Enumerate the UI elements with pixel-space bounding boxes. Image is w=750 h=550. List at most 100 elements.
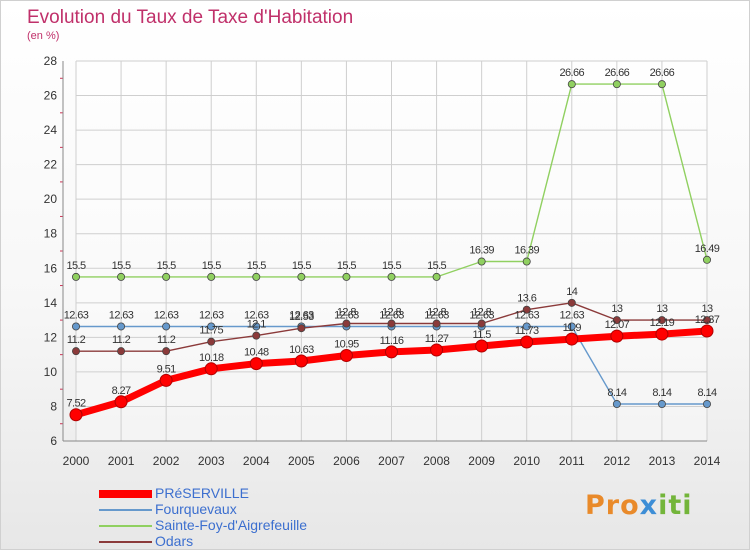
data-point [610,329,624,343]
y-tick-label: 26 [44,89,58,103]
data-label: 8.27 [112,385,131,397]
y-tick-label: 6 [50,434,57,448]
data-label: 7.52 [66,398,85,410]
y-tick-label: 8 [50,399,57,413]
data-label: 15.5 [292,260,311,272]
legend-label: Sainte-Foy-d'Aigrefeuille [155,517,308,533]
data-label: 12.8 [337,307,356,319]
chart-subtitle: (en %) [27,30,60,42]
data-label: 15.5 [247,260,266,272]
data-label: 11.2 [112,334,131,346]
data-point [612,316,621,325]
data-label: 12.8 [382,307,401,319]
data-point [703,316,712,325]
data-label: 13 [701,303,713,315]
legend-swatch [99,490,152,498]
data-point [612,400,621,409]
y-tick-label: 20 [44,192,58,206]
data-label: 12.37 [695,314,720,326]
data-point [385,345,398,359]
data-label: 15.5 [66,260,85,272]
x-tick-label: 2009 [468,454,495,468]
data-label: 12.63 [560,309,585,321]
data-point [565,332,579,346]
data-label: 15.5 [112,260,131,272]
data-point [522,322,531,331]
data-point [657,400,666,409]
data-labels: 15.5 15.5 15.5 15.5 15.5 15.5 15.5 15.5 15.5 16.3… [64,67,721,410]
data-label: 8.14 [652,387,671,399]
data-point [207,322,216,331]
series [69,80,714,422]
data-label: 11.2 [67,334,86,346]
data-point [162,322,171,331]
data-point [657,316,666,325]
data-point [342,272,351,281]
x-tick-label: 2003 [198,454,225,468]
y-tick-label: 28 [44,54,58,68]
x-tick-label: 2006 [333,454,360,468]
y-tick-label: 10 [44,365,58,379]
x-tick-label: 2008 [423,454,450,468]
data-label: 10.18 [199,352,224,364]
data-label: 11.27 [425,333,449,345]
data-label: 13 [611,303,623,315]
data-label: 15.5 [427,260,446,272]
legend-label: Odars [155,533,194,549]
data-label: 11.5 [473,329,492,341]
data-point [387,319,396,328]
data-point [430,343,444,357]
data-point [567,80,576,89]
data-point [342,319,351,328]
data-point [703,400,712,409]
chart-title: Evolution du Taux de Taxe d'Habitation [27,7,354,28]
data-point [475,339,489,353]
data-point [207,272,216,281]
data-label: 10.95 [334,339,359,351]
data-point [252,331,261,340]
data-label: 12.63 [334,309,359,321]
data-point [249,357,263,371]
data-label: 11.2 [157,334,176,346]
data-label: 12.53 [289,311,314,323]
data-point [117,322,126,331]
x-tick-label: 2012 [604,454,631,468]
data-label: 11.9 [563,322,582,334]
data-label: 11.75 [199,325,223,337]
legend-swatch [99,541,152,543]
logo-part-3: iti [658,490,693,521]
data-label: 13 [656,303,668,315]
data-label: 12.8 [472,307,491,319]
data-point [657,80,666,89]
data-point [252,322,261,331]
data-point [567,322,576,331]
data-point [612,80,621,89]
data-label: 15.5 [157,260,176,272]
legend-label: Fourquevaux [155,501,237,517]
logo-part-2: x [639,490,659,521]
data-label: 15.5 [202,260,221,272]
data-label: 12.63 [514,309,539,321]
x-tick-label: 2013 [649,454,676,468]
y-tick-label: 18 [44,227,58,241]
data-label: 12.63 [469,309,494,321]
data-point [72,347,81,356]
data-point [297,272,306,281]
data-point [700,324,714,338]
data-point [162,347,171,356]
x-tick-label: 2000 [63,454,90,468]
data-label: 13.6 [517,293,536,305]
x-tick-label: 2011 [559,454,585,468]
data-label: 8.14 [607,387,626,399]
legend-label: PRéSERVILLE [155,485,249,501]
data-point [159,373,173,387]
data-point [162,272,171,281]
data-label: 12.07 [605,319,630,331]
legend-swatch [99,509,152,511]
data-label: 12.63 [64,309,89,321]
data-label: 10.63 [289,344,314,356]
data-label: 12.63 [379,309,404,321]
data-label: 12.63 [199,309,224,321]
